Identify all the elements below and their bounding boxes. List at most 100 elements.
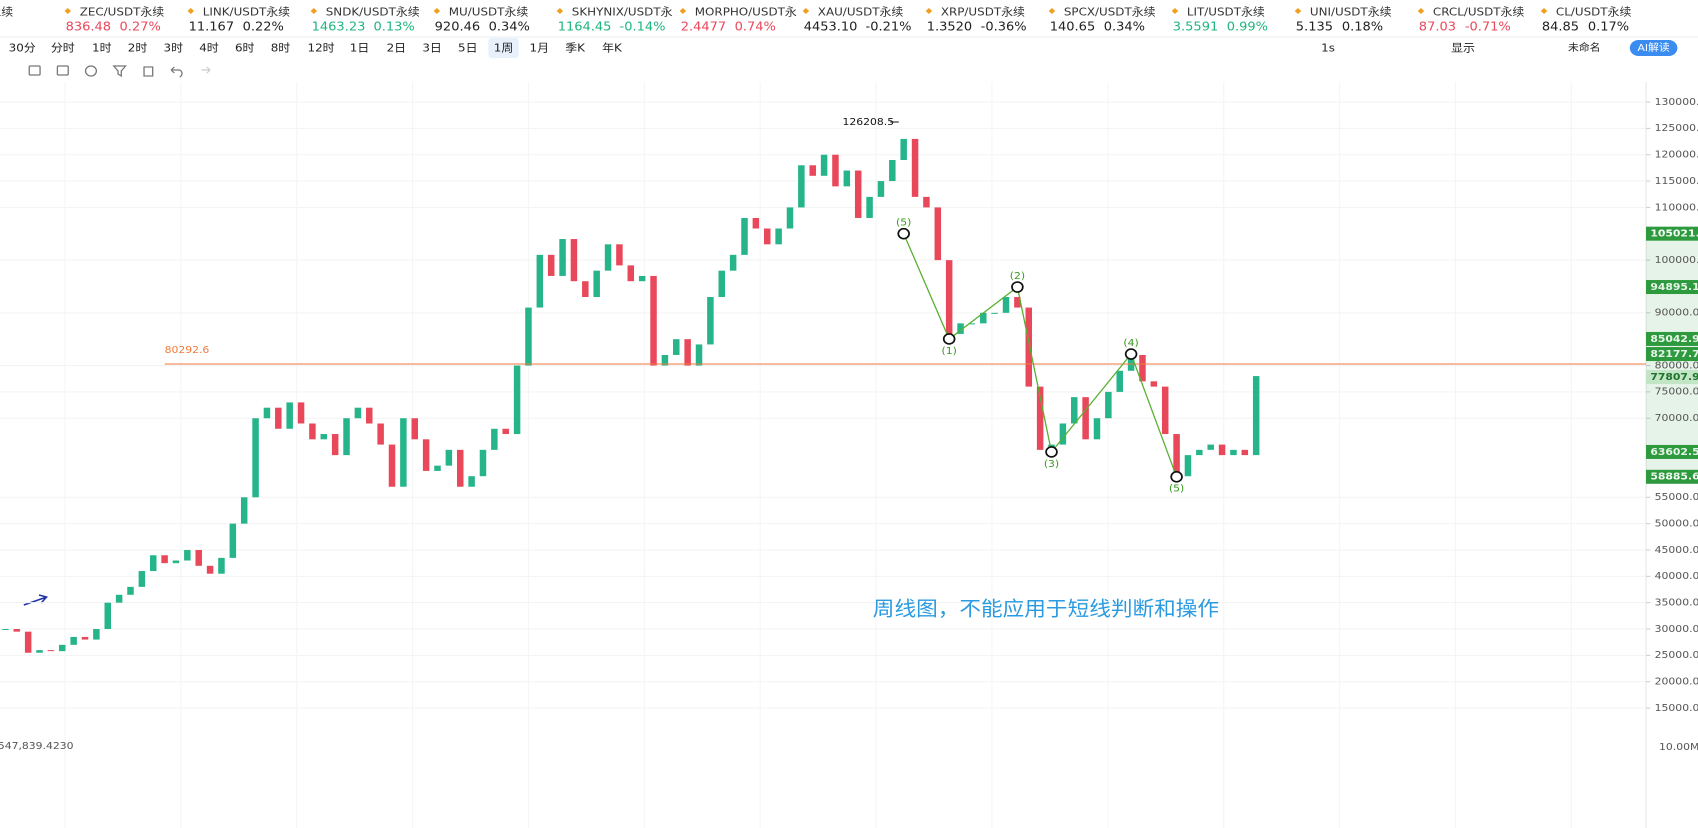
undo-icon[interactable] xyxy=(170,66,183,78)
ticker-change: -0.36% xyxy=(981,19,1027,33)
ticker-icon xyxy=(556,8,564,14)
candle xyxy=(331,434,339,456)
timeframe[interactable]: 1周 xyxy=(494,41,513,54)
candle xyxy=(866,196,873,218)
price-marker-bg xyxy=(1646,347,1698,362)
interval[interactable]: 1s xyxy=(1321,41,1335,54)
timeframe[interactable]: 4时 xyxy=(199,41,219,54)
wave-label: (1) xyxy=(942,345,957,357)
timeframe[interactable]: 1月 xyxy=(530,41,549,54)
ticker-change: -0.71% xyxy=(1465,19,1511,33)
candle xyxy=(1139,354,1146,382)
timeframe[interactable]: 8时 xyxy=(271,41,291,54)
timeframe[interactable]: 30分 xyxy=(9,41,36,54)
ticker-change: 0.18% xyxy=(1342,19,1383,33)
timeframe[interactable]: 分时 xyxy=(51,41,75,54)
ticker-price: 4453.10 xyxy=(804,19,858,33)
candle xyxy=(1116,370,1123,392)
lock-icon[interactable] xyxy=(28,65,41,76)
active-tab xyxy=(488,38,519,58)
ticker-icon xyxy=(1048,8,1056,14)
timeframe[interactable]: 3时 xyxy=(164,41,184,54)
candle xyxy=(1105,391,1112,419)
display-toggle[interactable]: 显示 xyxy=(1451,41,1475,54)
price-marker-bg xyxy=(1646,226,1698,241)
ticker-name: MORPHO/USDT永 xyxy=(695,5,798,18)
ticker-name: SPCX/USDT永续 xyxy=(1064,5,1156,18)
timeframe[interactable]: 1时 xyxy=(92,41,112,54)
candle xyxy=(718,270,726,298)
candle xyxy=(1218,444,1226,456)
candle xyxy=(741,217,748,255)
timeframe[interactable]: 1日 xyxy=(350,41,369,54)
timeframe[interactable]: 2时 xyxy=(128,41,148,54)
ticker-price: 87.03 xyxy=(1419,19,1456,33)
candle xyxy=(422,439,430,471)
ticker-change: 0.13% xyxy=(373,19,414,33)
candle xyxy=(184,549,191,561)
delete-icon[interactable] xyxy=(143,66,154,77)
timeframe[interactable]: 2日 xyxy=(387,41,406,54)
timeframe[interactable]: 3日 xyxy=(422,41,441,54)
candle xyxy=(309,423,316,440)
drawing-tools[interactable] xyxy=(28,65,211,78)
timeframe[interactable]: 6时 xyxy=(235,41,255,54)
ticker-name: UNI/USDT永续 xyxy=(1310,5,1392,18)
candle xyxy=(934,207,942,261)
y-tick-label: 45000.0 xyxy=(1655,544,1698,556)
ticker-icon xyxy=(925,8,933,14)
candle xyxy=(2,629,9,631)
ticker[interactable]: USDT永续89% xyxy=(0,5,13,33)
ticker-name: XAU/USDT永续 xyxy=(818,5,904,18)
wave-label: (4) xyxy=(1123,337,1138,349)
wave-label: (2) xyxy=(1010,270,1025,282)
candle xyxy=(1014,297,1021,308)
candle xyxy=(104,602,111,630)
ticker-name: MU/USDT永续 xyxy=(449,5,528,18)
candle xyxy=(115,594,123,603)
layout-name[interactable]: 未命名 xyxy=(1568,41,1600,53)
candle xyxy=(297,402,305,424)
candle xyxy=(820,154,828,176)
ticker-change: 0.17% xyxy=(1588,19,1629,33)
candle xyxy=(923,196,930,208)
ticker-price: 140.65 xyxy=(1050,19,1095,33)
ticker-name: LINK/USDT永续 xyxy=(203,5,290,18)
timeframe[interactable]: 12时 xyxy=(308,41,336,54)
price-marker: 63602.5 xyxy=(1650,446,1698,458)
wave-point xyxy=(1011,281,1024,293)
wave-line xyxy=(903,233,1178,477)
candle xyxy=(263,407,271,419)
filter-icon[interactable] xyxy=(112,65,127,78)
redo-icon xyxy=(201,66,211,74)
timeframe[interactable]: 季K xyxy=(565,41,585,54)
price-marker-bg xyxy=(1646,370,1698,385)
ticker-price: 1164.45 xyxy=(558,19,612,33)
edit-icon[interactable] xyxy=(56,65,69,76)
candle xyxy=(604,244,612,271)
timeframe[interactable]: 年K xyxy=(602,41,622,54)
candle xyxy=(93,629,100,640)
magnet-icon[interactable] xyxy=(84,65,98,77)
price-marker-bg xyxy=(1646,444,1698,459)
ai-button[interactable]: AI解读 xyxy=(1637,41,1669,53)
y-tick-label: 130000.0 xyxy=(1655,96,1698,108)
y-tick-label: 110000.0 xyxy=(1655,202,1698,214)
ai-button-bg[interactable] xyxy=(1629,40,1678,56)
timeframe[interactable]: 5日 xyxy=(458,41,477,54)
price-line-label: 80292.6 xyxy=(165,344,210,356)
